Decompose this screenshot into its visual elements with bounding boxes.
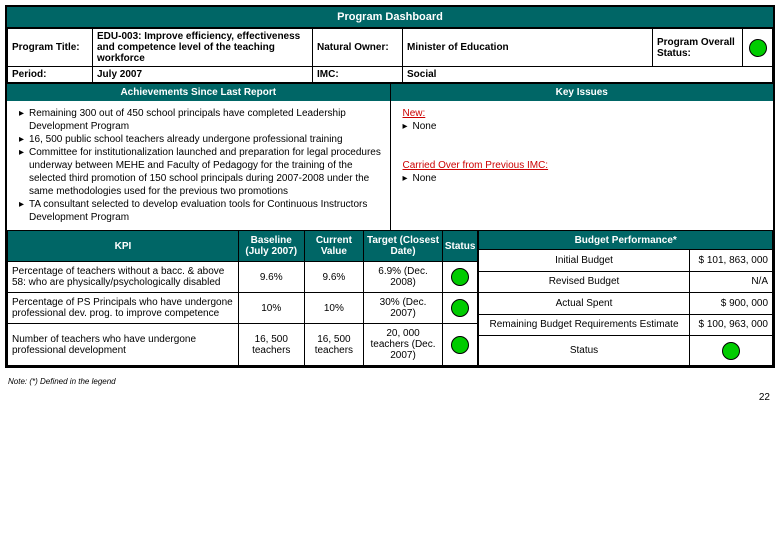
status-dot-icon <box>749 39 767 57</box>
program-title-label: Program Title: <box>8 29 93 67</box>
budget-value: $ 101, 863, 000 <box>689 250 772 272</box>
kpi-cell: 30% (Dec. 2007) <box>364 293 443 324</box>
kpi-body: Percentage of teachers without a bacc. &… <box>8 262 478 366</box>
budget-header: Budget Performance* <box>479 231 773 250</box>
status-dot-icon <box>451 336 469 354</box>
kpi-cell: 16, 500 teachers <box>304 324 364 366</box>
budget-row: Actual Spent$ 900, 000 <box>479 293 773 315</box>
dashboard-title: Program Dashboard <box>7 7 773 28</box>
program-title-value: EDU-003: Improve efficiency, effectivene… <box>93 29 313 67</box>
info-table: Program Title: EDU-003: Improve efficien… <box>7 28 773 83</box>
ki-new-item: None <box>403 120 766 133</box>
ki-carried-label: Carried Over from Previous IMC: <box>403 160 549 171</box>
achievement-item: Remaining 300 out of 450 school principa… <box>19 107 382 133</box>
footnote: Note: (*) Defined in the legend <box>0 373 780 390</box>
kpi-cell: 10% <box>304 293 364 324</box>
dashboard-container: Program Dashboard Program Title: EDU-003… <box>5 5 775 368</box>
budget-status-cell <box>689 336 772 366</box>
budget-panel: Budget Performance* Initial Budget$ 101,… <box>478 230 773 366</box>
budget-row: Remaining Budget Requirements Estimate$ … <box>479 314 773 336</box>
natural-owner-value: Minister of Education <box>403 29 653 67</box>
kpi-header-cell: Target (Closest Date) <box>364 231 443 262</box>
achievement-item: 16, 500 public school teachers already u… <box>19 133 382 146</box>
kpi-header-cell: Current Value <box>304 231 364 262</box>
mid-section: Achievements Since Last Report Remaining… <box>7 83 773 230</box>
page-number: 22 <box>0 390 780 405</box>
natural-owner-label: Natural Owner: <box>313 29 403 67</box>
kpi-status-cell <box>442 262 478 293</box>
ki-new-list: None <box>403 120 766 133</box>
budget-label: Actual Spent <box>479 293 689 315</box>
kpi-header-row: KPIBaseline (July 2007)Current ValueTarg… <box>8 231 478 262</box>
budget-label: Initial Budget <box>479 250 689 272</box>
kpi-cell: 10% <box>238 293 304 324</box>
kpi-row: Number of teachers who have undergone pr… <box>8 324 478 366</box>
budget-label: Revised Budget <box>479 271 689 293</box>
kpi-row: Percentage of PS Principals who have und… <box>8 293 478 324</box>
bottom-section: KPIBaseline (July 2007)Current ValueTarg… <box>7 230 773 366</box>
ki-new-label: New: <box>403 108 426 119</box>
imc-label: IMC: <box>313 67 403 83</box>
kpi-header-cell: Baseline (July 2007) <box>238 231 304 262</box>
status-dot-icon <box>451 299 469 317</box>
key-issues-header: Key Issues <box>391 84 774 101</box>
kpi-table: KPIBaseline (July 2007)Current ValueTarg… <box>7 230 478 366</box>
achievement-item: Committee for institutionalization launc… <box>19 146 382 198</box>
budget-value: $ 100, 963, 000 <box>689 314 772 336</box>
key-issues-panel: Key Issues New: None Carried Over from P… <box>391 84 774 230</box>
budget-table: Budget Performance* Initial Budget$ 101,… <box>478 230 773 366</box>
kpi-cell: Number of teachers who have undergone pr… <box>8 324 239 366</box>
achievements-header: Achievements Since Last Report <box>7 84 390 101</box>
key-issues-body: New: None Carried Over from Previous IMC… <box>391 101 774 191</box>
budget-value: $ 900, 000 <box>689 293 772 315</box>
kpi-row: Percentage of teachers without a bacc. &… <box>8 262 478 293</box>
kpi-status-cell <box>442 324 478 366</box>
ki-carried-item: None <box>403 172 766 185</box>
status-dot-icon <box>451 268 469 286</box>
kpi-cell: 16, 500 teachers <box>238 324 304 366</box>
achievement-item: TA consultant selected to develop evalua… <box>19 198 382 224</box>
imc-value: Social <box>403 67 773 83</box>
kpi-cell: 9.6% <box>238 262 304 293</box>
period-value: July 2007 <box>93 67 313 83</box>
kpi-header-cell: KPI <box>8 231 239 262</box>
achievements-panel: Achievements Since Last Report Remaining… <box>7 84 391 230</box>
budget-row: Revised BudgetN/A <box>479 271 773 293</box>
ki-carried-list: None <box>403 172 766 185</box>
kpi-status-cell <box>442 293 478 324</box>
kpi-cell: 6.9% (Dec. 2008) <box>364 262 443 293</box>
achievements-list: Remaining 300 out of 450 school principa… <box>7 101 390 230</box>
budget-label: Remaining Budget Requirements Estimate <box>479 314 689 336</box>
budget-value: N/A <box>689 271 772 293</box>
kpi-cell: Percentage of PS Principals who have und… <box>8 293 239 324</box>
status-dot-icon <box>722 342 740 360</box>
budget-status-label: Status <box>479 336 689 366</box>
kpi-cell: 9.6% <box>304 262 364 293</box>
kpi-cell: Percentage of teachers without a bacc. &… <box>8 262 239 293</box>
budget-row: Initial Budget$ 101, 863, 000 <box>479 250 773 272</box>
kpi-cell: 20, 000 teachers (Dec. 2007) <box>364 324 443 366</box>
kpi-header-cell: Status <box>442 231 478 262</box>
period-label: Period: <box>8 67 93 83</box>
budget-body: Initial Budget$ 101, 863, 000Revised Bud… <box>479 250 773 366</box>
overall-status-label: Program Overall Status: <box>653 29 743 67</box>
budget-status-row: Status <box>479 336 773 366</box>
overall-status-cell <box>743 29 773 67</box>
kpi-panel: KPIBaseline (July 2007)Current ValueTarg… <box>7 230 478 366</box>
